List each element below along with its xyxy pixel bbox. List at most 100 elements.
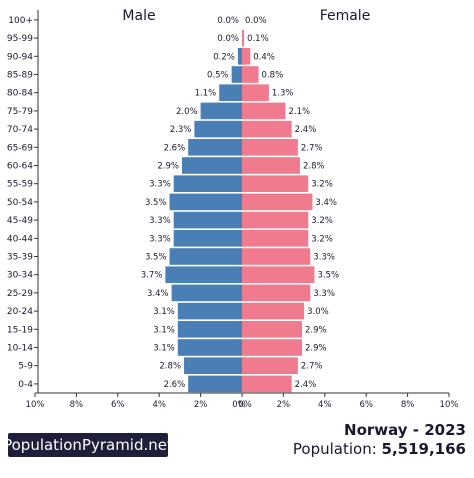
- population-value: 5,519,166: [381, 440, 466, 458]
- male-bar: [173, 175, 242, 192]
- male-value-label: 3.1%: [153, 307, 175, 317]
- female-bar: [242, 375, 292, 393]
- male-bar: [231, 66, 242, 83]
- male-header: Male: [122, 8, 155, 24]
- female-bar: [242, 29, 245, 47]
- female-value-label: 2.7%: [301, 143, 323, 153]
- female-bar: [242, 48, 251, 65]
- age-group-label: 100+: [8, 16, 33, 26]
- age-group-label: 40-44: [7, 234, 33, 244]
- male-bar: [165, 266, 242, 283]
- female-value-label: 0.0%: [245, 16, 267, 26]
- female-value-label: 2.9%: [305, 344, 327, 354]
- female-value-label: 2.8%: [303, 162, 325, 172]
- male-value-label: 3.3%: [149, 180, 171, 190]
- female-bar: [242, 284, 311, 302]
- age-group-label: 0-4: [18, 380, 33, 390]
- age-group-label: 60-64: [7, 162, 33, 172]
- female-bar: [242, 84, 269, 101]
- female-bar: [242, 66, 259, 83]
- male-bar: [173, 211, 242, 229]
- female-value-label: 2.1%: [288, 107, 310, 117]
- male-value-label: 3.1%: [153, 344, 175, 354]
- x-axis: 10% 8% 6% 4% 2% 0%0% 2% 4% 6% 8% 10%: [26, 10, 459, 410]
- male-value-label: 3.5%: [145, 253, 167, 263]
- male-bar: [177, 321, 242, 338]
- female-bar: [242, 175, 309, 192]
- female-bar: [242, 321, 303, 338]
- female-value-label: 0.4%: [253, 52, 275, 62]
- male-value-label: 1.1%: [195, 89, 217, 99]
- male-value-label: 3.5%: [145, 198, 167, 208]
- x-tick-label: 4%: [318, 400, 332, 410]
- male-value-label: 3.3%: [149, 216, 171, 226]
- female-value-label: 3.2%: [311, 234, 333, 244]
- male-value-label: 3.1%: [153, 325, 175, 335]
- female-bar: [242, 139, 298, 156]
- x-tick-label: 4%: [152, 400, 166, 410]
- female-value-label: 0.1%: [247, 34, 269, 44]
- male-value-label: 0.2%: [213, 52, 235, 62]
- female-bar: [242, 357, 298, 374]
- age-group-label: 75-79: [7, 107, 33, 117]
- population-line: Population: 5,519,166: [293, 439, 466, 459]
- female-bar: [242, 302, 305, 320]
- female-value-label: 1.3%: [272, 89, 294, 99]
- female-bar: [242, 230, 309, 247]
- bars-group: 2.6% 2.4% 0-4 2.8% 2.7% 5-9 3.1% 2.9% 10-14 3.1% 2…: [7, 16, 339, 393]
- male-bar: [169, 248, 242, 265]
- male-bar: [188, 139, 242, 156]
- x-tick-label: 10%: [440, 400, 459, 410]
- female-bar: [242, 211, 309, 229]
- male-bar: [219, 84, 242, 101]
- age-group-label: 15-19: [7, 325, 33, 335]
- x-tick-label: 0%: [232, 400, 246, 410]
- female-value-label: 3.4%: [315, 198, 337, 208]
- male-bar: [200, 102, 242, 120]
- male-value-label: 2.6%: [164, 143, 186, 153]
- age-group-label: 50-54: [7, 198, 33, 208]
- age-group-label: 85-89: [7, 71, 33, 81]
- age-group-label: 45-49: [7, 216, 33, 226]
- male-value-label: 2.0%: [176, 107, 198, 117]
- age-group-label: 95-99: [7, 34, 33, 44]
- female-value-label: 3.5%: [317, 271, 339, 281]
- female-value-label: 2.7%: [301, 362, 323, 372]
- age-group-label: 20-24: [7, 307, 33, 317]
- male-bar: [184, 357, 242, 374]
- male-value-label: 3.7%: [141, 271, 163, 281]
- female-bar: [242, 248, 311, 265]
- male-value-label: 0.0%: [217, 34, 239, 44]
- female-bar: [242, 120, 292, 138]
- male-value-label: 2.6%: [164, 380, 186, 390]
- x-tick-label: 2%: [277, 400, 291, 410]
- female-value-label: 3.3%: [313, 289, 335, 299]
- male-bar: [181, 157, 242, 174]
- female-value-label: 2.9%: [305, 325, 327, 335]
- male-bar: [237, 48, 242, 65]
- brand-logo[interactable]: PopulationPyramid.net: [3, 433, 173, 457]
- x-tick-label: 0%: [238, 400, 252, 410]
- female-value-label: 3.2%: [311, 180, 333, 190]
- male-bar: [169, 193, 242, 211]
- x-tick-label: 6%: [111, 400, 125, 410]
- male-value-label: 2.3%: [170, 125, 192, 135]
- male-bar: [188, 375, 242, 393]
- female-value-label: 3.3%: [313, 253, 335, 263]
- population-pyramid-chart: Male Female 2.6% 2.4%0-42.8% 2.7%5-93.1% 2.…: [7, 8, 459, 410]
- male-bar: [173, 230, 242, 247]
- age-group-label: 90-94: [7, 52, 33, 62]
- age-group-label: 80-84: [7, 89, 33, 99]
- x-tick-label: 10%: [26, 400, 45, 410]
- male-bar: [177, 339, 242, 356]
- age-group-label: 5-9: [18, 362, 33, 372]
- female-value-label: 2.4%: [295, 125, 317, 135]
- male-bar: [177, 302, 242, 320]
- x-tick-label: 2%: [194, 400, 208, 410]
- male-value-label: 2.9%: [157, 162, 179, 172]
- female-bar: [242, 339, 303, 356]
- country-year-title: Norway - 2023: [344, 421, 466, 439]
- male-value-label: 0.5%: [207, 71, 229, 81]
- male-value-label: 3.3%: [149, 234, 171, 244]
- age-group-label: 55-59: [7, 180, 33, 190]
